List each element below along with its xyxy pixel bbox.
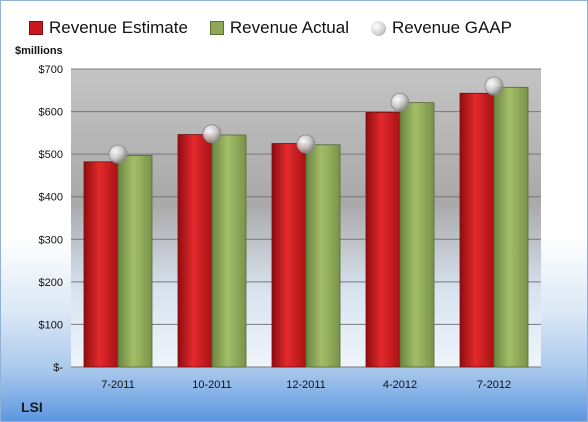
- y-tick-label: $-: [53, 362, 63, 374]
- bar-revenue-estimate: [83, 161, 119, 368]
- legend-swatch-revenue-estimate: [29, 21, 43, 35]
- y-tick-label: $300: [39, 234, 63, 246]
- y-axis-units-label: $millions: [15, 45, 63, 57]
- legend-item-revenue-actual: Revenue Actual: [209, 18, 349, 38]
- marker-revenue-gaap: [202, 124, 222, 144]
- y-tick-label: $400: [39, 192, 63, 204]
- legend-item-revenue-gaap: Revenue GAAP: [371, 18, 512, 38]
- marker-revenue-gaap: [108, 144, 128, 164]
- legend-swatch-revenue-actual: [209, 21, 224, 35]
- x-tick-label: 12-2011: [286, 379, 326, 391]
- bar-revenue-estimate: [459, 92, 495, 368]
- x-tick-label: 10-2011: [192, 379, 232, 391]
- marker-revenue-gaap: [390, 92, 410, 112]
- legend-label-revenue-gaap: Revenue GAAP: [392, 18, 513, 37]
- y-tick-label: $600: [39, 107, 63, 119]
- bar-revenue-estimate: [177, 134, 213, 368]
- bar-revenue-actual: [493, 86, 529, 368]
- bar-revenue-estimate: [271, 143, 307, 368]
- legend-swatch-revenue-gaap: [371, 20, 386, 36]
- legend-item-revenue-estimate: Revenue Estimate: [29, 18, 188, 38]
- x-tick-label: 4-2012: [383, 379, 417, 391]
- legend: Revenue Estimate Revenue Actual Revenue …: [29, 15, 534, 41]
- bar-revenue-actual: [305, 144, 341, 368]
- marker-revenue-gaap: [484, 76, 504, 96]
- x-tick-label: 7-2011: [101, 379, 134, 391]
- y-tick-label: $200: [39, 277, 63, 289]
- bar-revenue-estimate: [365, 112, 401, 368]
- bar-revenue-actual: [399, 102, 435, 368]
- legend-label-revenue-actual: Revenue Actual: [229, 18, 349, 37]
- bar-revenue-actual: [117, 155, 153, 368]
- y-tick-label: $500: [39, 149, 63, 161]
- legend-label-revenue-estimate: Revenue Estimate: [49, 18, 188, 37]
- y-tick-label: $700: [39, 64, 63, 76]
- marker-revenue-gaap: [296, 134, 316, 154]
- company-label: LSI: [21, 399, 43, 415]
- x-tick-label: 7-2012: [477, 379, 511, 391]
- bar-revenue-actual: [211, 134, 247, 368]
- y-tick-label: $100: [39, 319, 63, 331]
